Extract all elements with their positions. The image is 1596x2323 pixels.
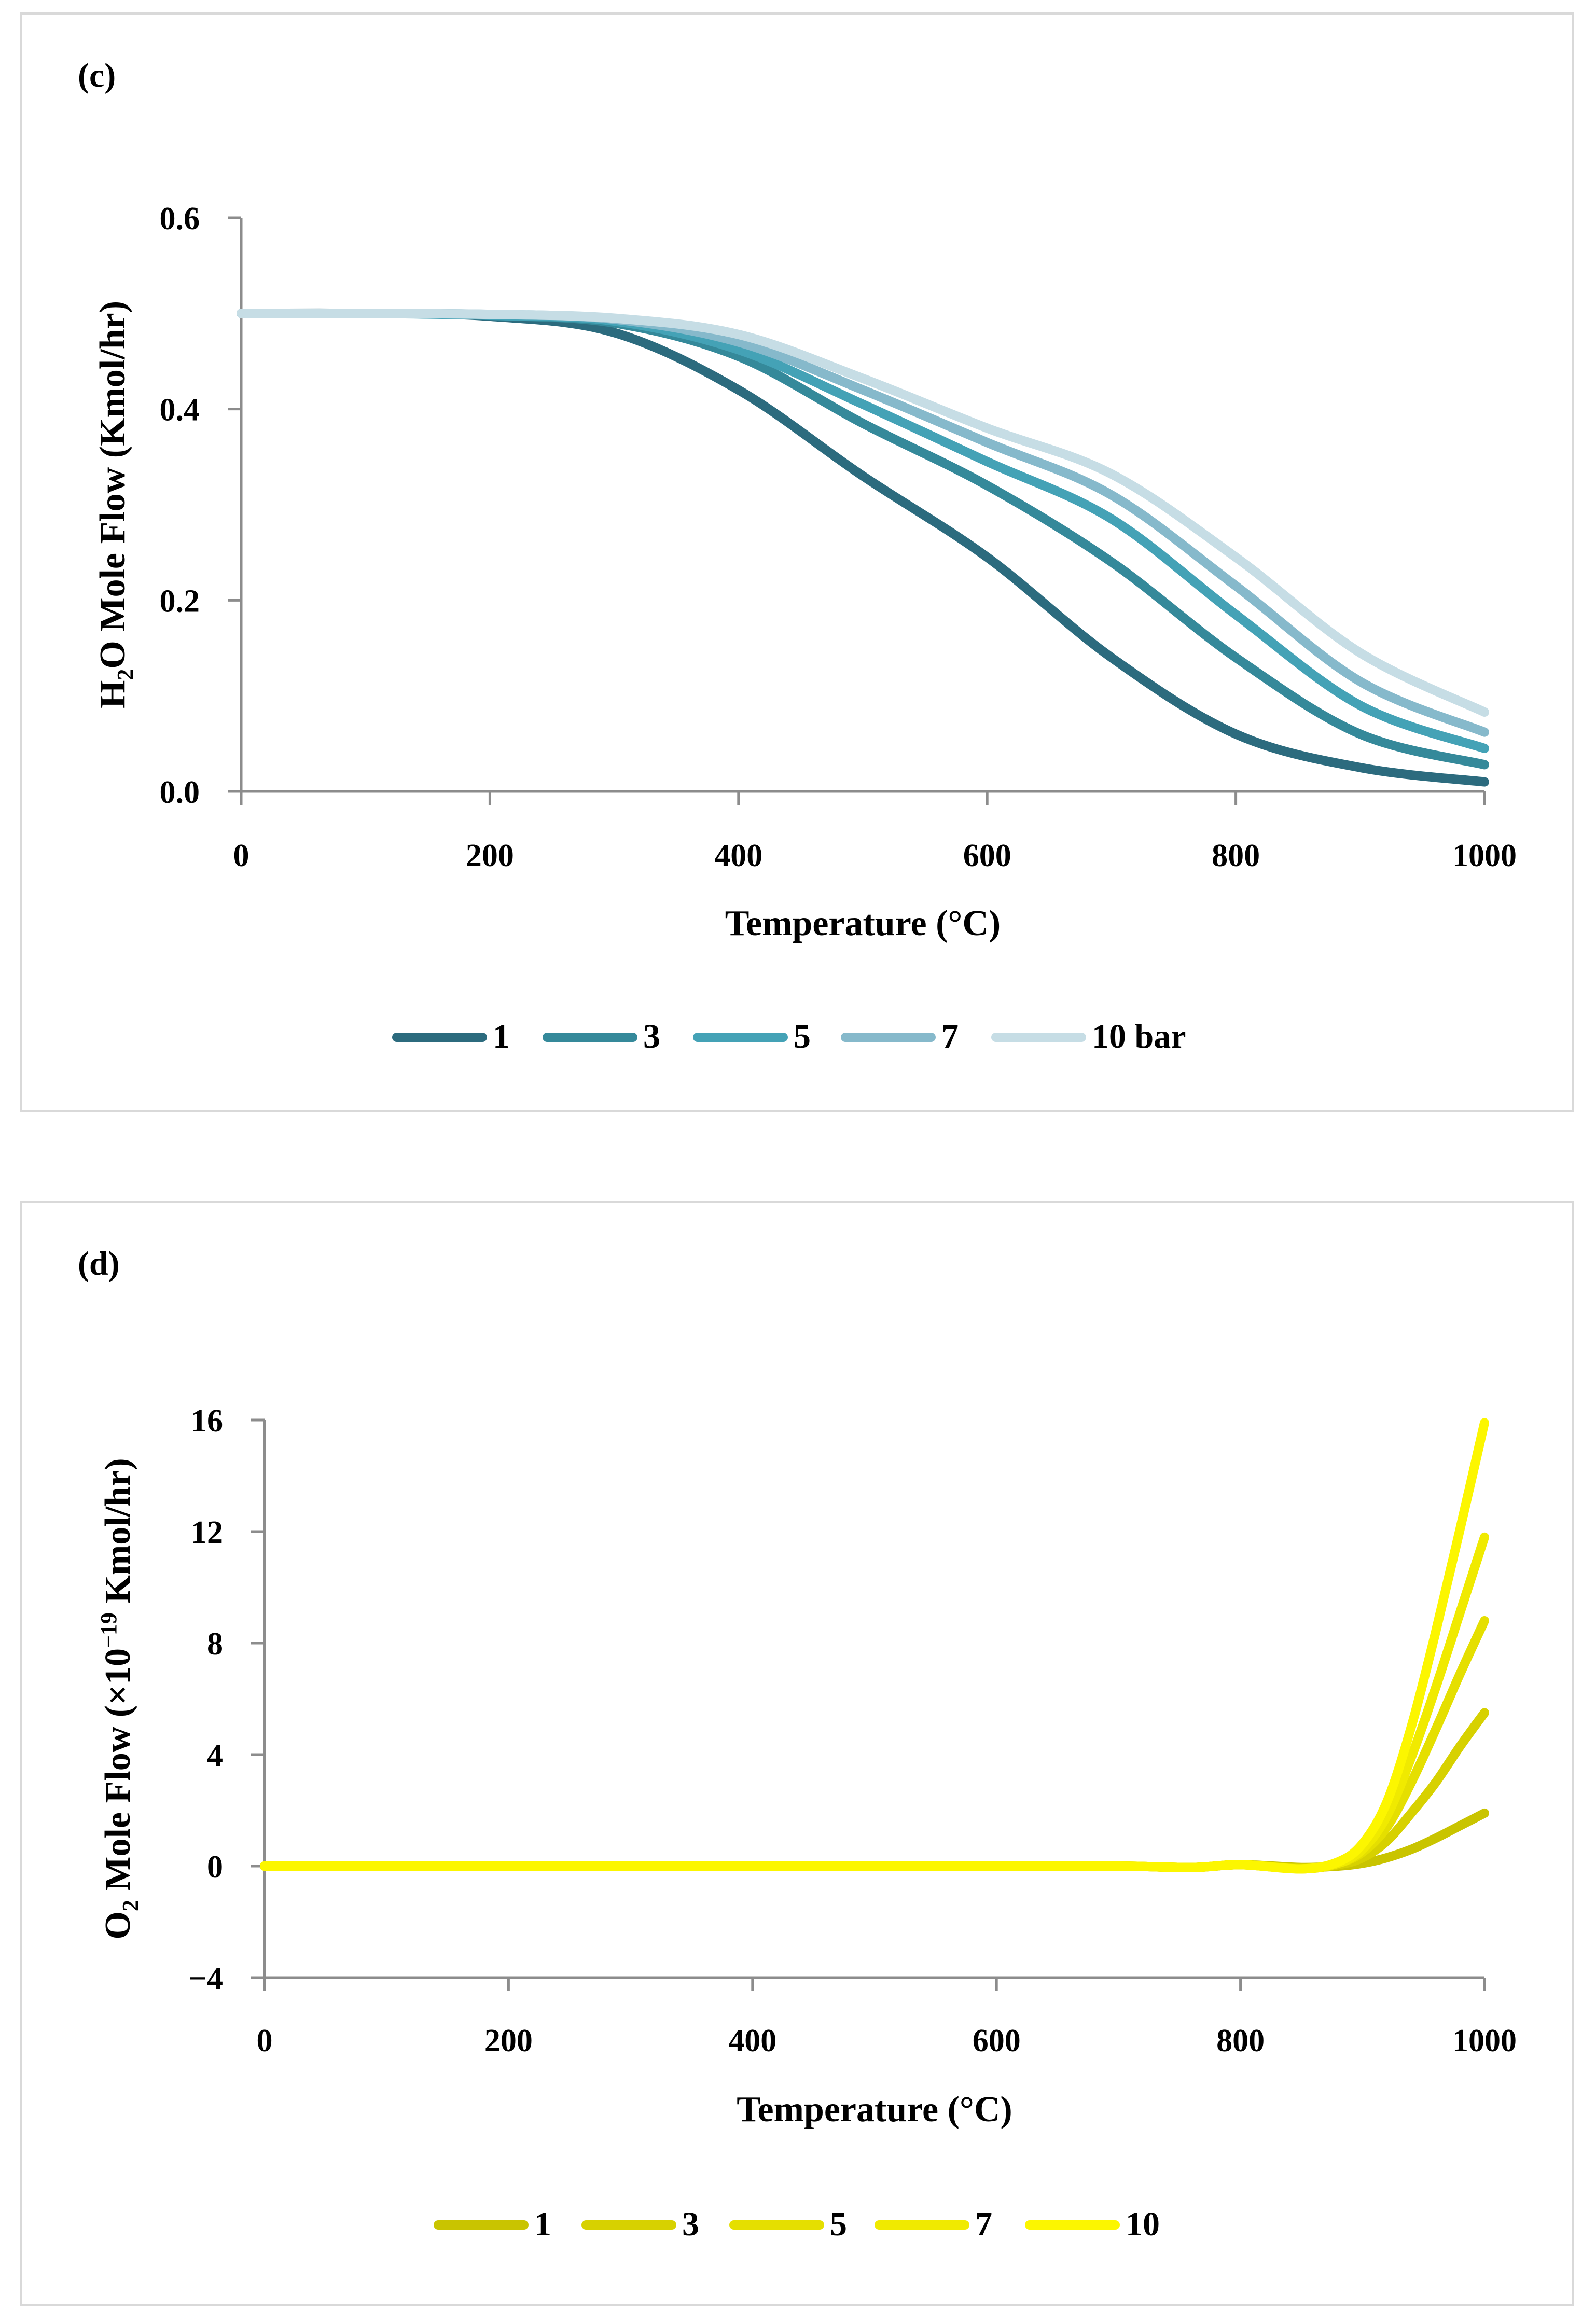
x-tick-label: 0 [233,838,249,873]
x-tick-label: 800 [1212,838,1260,873]
series-line-1 [237,308,1489,787]
series-line-1 [260,1808,1489,1872]
series-line-5 [260,1616,1489,1874]
y-axis-label: O2 Mole Flow (×10−19 Kmol/hr) [96,1458,143,1939]
legend-label: 3 [682,2205,699,2243]
y-tick-label: 8 [207,1626,223,1662]
x-tick-label: 400 [728,2023,776,2058]
legend-label: 7 [941,1018,959,1055]
legend-label: 5 [830,2205,847,2243]
x-tick-label: 600 [973,2023,1021,2058]
y-tick-label: 16 [191,1403,223,1439]
y-tick-label: 0.0 [160,775,200,810]
legend-label: 5 [794,1018,811,1055]
series-line-3 [260,1708,1489,1873]
legend-label: 10 [1126,2205,1160,2243]
x-tick-label: 400 [714,838,762,873]
x-tick-label: 200 [484,2023,533,2058]
series-line-7 [260,1532,1489,1874]
legend-label: 10 bar [1092,1018,1186,1055]
y-tick-label: 4 [207,1738,223,1773]
legend-label: 3 [643,1018,660,1055]
y-axis-label: H2O Mole Flow (Kmol/hr) [93,301,138,708]
y-tick-label: −4 [189,1961,223,1996]
x-tick-label: 600 [963,838,1011,873]
legend-label: 7 [975,2205,992,2243]
panel-label: (c) [78,57,116,94]
chart-panel-d [20,1201,1574,2306]
panel-label: (d) [78,1245,120,1283]
x-axis-label: Temperature (°C) [737,2090,1012,2130]
legend-label: 1 [534,2205,551,2243]
y-tick-label: 0.6 [160,201,200,237]
x-tick-label: 200 [466,838,514,873]
x-tick-label: 0 [257,2023,273,2058]
x-axis-label: Temperature (°C) [725,903,1001,943]
chart-panel-c [20,12,1574,1112]
x-tick-label: 1000 [1452,2023,1517,2058]
y-tick-label: 0.2 [160,583,200,619]
x-tick-label: 800 [1216,2023,1265,2058]
series-line-10-bar [237,309,1489,717]
y-tick-label: 0.4 [160,393,200,428]
x-tick-label: 1000 [1452,838,1517,873]
chart-c: (c) 0.0 0.2 0.4 0.6 0 200 400 600 800 1000 Temperat… [78,57,1517,1055]
chart-d: (d) −4 0 4 8 12 16 0 200 400 600 800 1000 Temperature… [78,1245,1517,2243]
legend-label: 1 [493,1018,510,1055]
y-tick-label: 0 [207,1849,223,1885]
series-line-10 [260,1418,1489,1874]
y-tick-label: 12 [191,1515,223,1550]
